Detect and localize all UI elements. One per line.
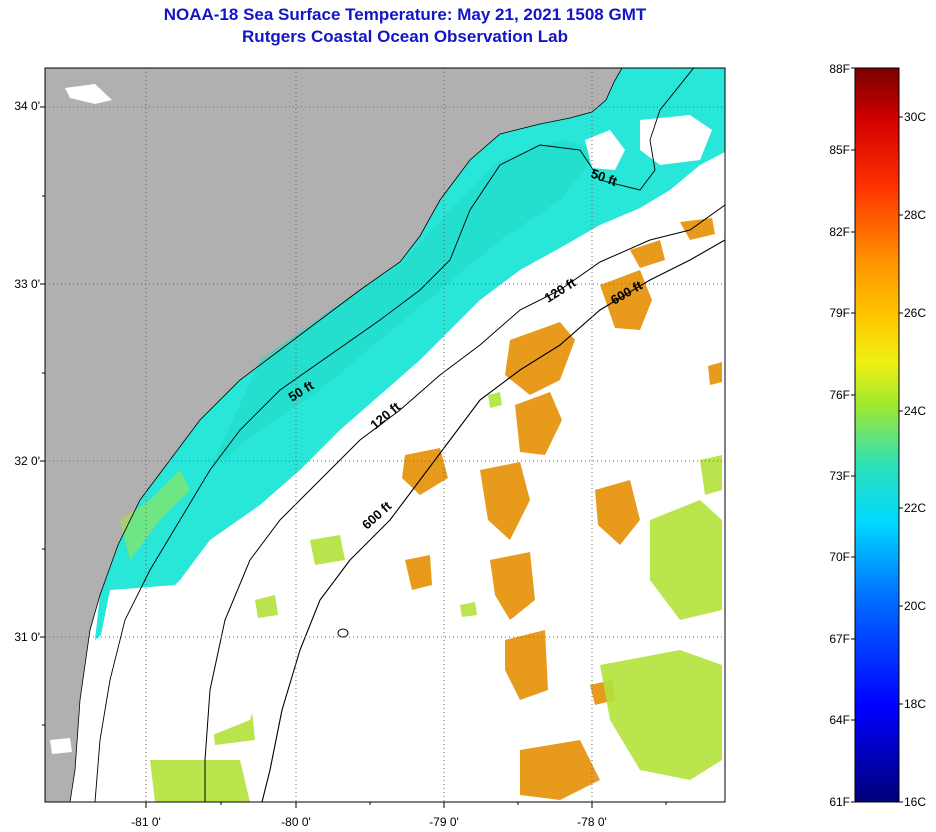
colorbar-label-82f: 82F [829, 225, 850, 239]
map-title: NOAA-18 Sea Surface Temperature: May 21,… [163, 5, 647, 24]
warm-water-patches [402, 218, 722, 800]
colorbar-label-73f: 73F [829, 469, 850, 483]
colorbar-label-85f: 85F [829, 143, 850, 157]
isobath-600ft [261, 239, 725, 802]
colorbar-ticks [851, 67, 903, 803]
mid-shelf-water [210, 140, 600, 470]
map-panel: 50 ft 50 ft 120 ft 120 ft 600 ft 600 ft [45, 68, 725, 802]
colorbar-label-30c: 30C [904, 110, 927, 124]
colorbar-label-26c: 26C [904, 306, 927, 320]
colorbar-label-70f: 70F [829, 550, 850, 564]
isobath-120ft [204, 204, 725, 802]
cloud-patches [50, 84, 712, 754]
colorbar-label-88f: 88F [829, 62, 850, 76]
coastline-detail [69, 68, 623, 802]
lat-label-31: 31 0' [14, 630, 40, 644]
map-subtitle: Rutgers Coastal Ocean Observation Lab [242, 27, 568, 46]
colorbar-label-20c: 20C [904, 599, 927, 613]
graticule [45, 68, 725, 802]
land-mass [45, 68, 622, 802]
colorbar-label-64f: 64F [829, 713, 850, 727]
lon-label-78: -78 0' [577, 815, 607, 829]
colorbar-label-28c: 28C [904, 208, 927, 222]
lon-label-81: -81 0' [131, 815, 161, 829]
lon-label-79: -79 0' [429, 815, 459, 829]
colorbar-label-79f: 79F [829, 306, 850, 320]
isobath-closed-contour [337, 628, 349, 638]
yellow-green-nearshore [120, 470, 190, 560]
axis-ticks [40, 106, 667, 808]
map-frame [44, 67, 726, 803]
colorbar-label-61f: 61F [829, 795, 850, 809]
colorbar-label-67f: 67F [829, 632, 850, 646]
colorbar-label-22c: 22C [904, 501, 927, 515]
colorbar-label-24c: 24C [904, 404, 927, 418]
colorbar [854, 67, 900, 803]
colorbar-label-18c: 18C [904, 697, 927, 711]
lat-label-32: 32 0' [14, 454, 40, 468]
lat-label-33: 33 0' [14, 277, 40, 291]
lon-label-80: -80 0' [281, 815, 311, 829]
colorbar-label-76f: 76F [829, 388, 850, 402]
colorbar-label-16c: 16C [904, 795, 927, 809]
isobath-50ft [94, 68, 695, 802]
isobath-contours [69, 68, 725, 802]
cool-shelf-water [95, 68, 725, 640]
lat-label-34: 34 0' [14, 99, 40, 113]
